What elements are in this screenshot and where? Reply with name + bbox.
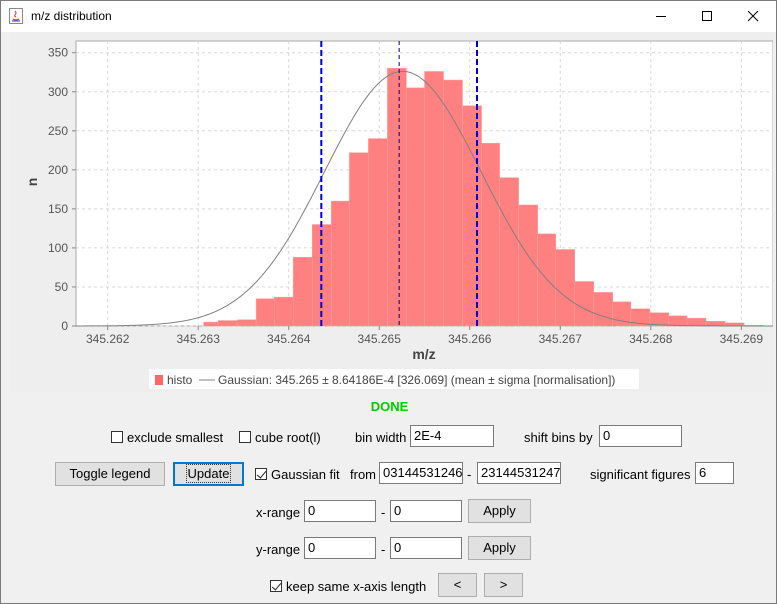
histogram-bar: [292, 257, 313, 327]
y-axis-label: n: [24, 178, 40, 187]
histogram-bar: [424, 71, 444, 327]
bin-width-label: bin width: [355, 430, 407, 445]
exclude-smallest-label: exclude smallest: [127, 430, 224, 445]
cube-root-label: cube root(l): [255, 430, 321, 445]
legend-box: [149, 369, 639, 389]
legend-gaussian-label: Gaussian: 345.265 ± 8.64186E-4 [326.069]…: [218, 373, 615, 387]
histogram-bar: [499, 177, 519, 327]
y-tick-label: 200: [48, 163, 68, 177]
title-bar: m/z distribution: [1, 1, 776, 32]
minimize-button[interactable]: [638, 1, 684, 32]
x-range-max-input[interactable]: 0: [390, 500, 462, 522]
y-tick-label: 100: [48, 241, 68, 255]
y-tick-label: 300: [48, 85, 68, 99]
java-app-icon: [9, 8, 23, 24]
y-tick-label: 250: [48, 124, 68, 138]
histogram-bar: [349, 152, 369, 327]
y-range-min-input[interactable]: 0: [304, 537, 376, 559]
window-title: m/z distribution: [31, 9, 112, 23]
update-button[interactable]: Update: [173, 462, 244, 486]
keep-same-x-label: keep same x-axis length: [286, 579, 427, 594]
histogram-bar: [593, 292, 614, 327]
y-range-apply-button[interactable]: Apply: [468, 536, 531, 560]
toggle-legend-button[interactable]: Toggle legend: [55, 462, 165, 486]
x-axis-ticks: 345.262 345.263 345.264 345.265 345.266 345.2…: [86, 326, 763, 346]
gaussian-fit-label: Gaussian fit: [271, 467, 340, 482]
x-tick-label: 345.262: [86, 332, 130, 346]
histogram-bars: [203, 68, 764, 327]
x-range-label: x-range: [256, 505, 301, 520]
x-range-min-input[interactable]: 0: [304, 500, 376, 522]
x-tick-label: 345.269: [720, 332, 764, 346]
gaussian-fit-checkbox[interactable]: [255, 468, 267, 480]
histogram-bar: [273, 296, 294, 327]
x-tick-label: 345.268: [629, 332, 673, 346]
x-range-apply-button[interactable]: Apply: [468, 499, 531, 523]
histogram-bar: [217, 320, 238, 327]
histogram-bar: [574, 281, 595, 327]
x-tick-label: 345.265: [358, 332, 402, 346]
marker-lines: [320, 41, 479, 326]
maximize-button[interactable]: [684, 1, 730, 32]
maximize-icon: [702, 11, 712, 21]
histogram-bar: [331, 200, 350, 327]
x-axis-label: m/z: [412, 346, 435, 362]
x-tick-label: 345.264: [267, 332, 311, 346]
y-tick-label: 350: [48, 46, 68, 60]
histogram-bar: [236, 319, 257, 327]
y-range-max-input[interactable]: 0: [390, 537, 462, 559]
histogram-bar: [481, 143, 500, 327]
histogram-bar: [462, 105, 482, 327]
close-icon: [748, 11, 759, 22]
gaussian-fit-line: [75, 70, 773, 327]
legend-histo-swatch: [155, 375, 163, 385]
y-axis-ticks: 0 50 100 150 200 250 300 350: [48, 46, 76, 333]
gaussian-curve: [75, 70, 773, 327]
histogram-bar: [406, 87, 425, 327]
histogram-bar: [668, 315, 688, 327]
histogram-bar: [255, 298, 275, 327]
y-tick-label: 50: [55, 280, 69, 294]
histogram-bar: [705, 321, 726, 327]
y-tick-label: 0: [61, 319, 68, 333]
bin-width-input[interactable]: 2E-4: [410, 425, 494, 447]
histogram-bar: [387, 68, 407, 327]
histogram-bar: [203, 321, 219, 327]
keep-same-x-checkbox[interactable]: [270, 580, 282, 592]
significant-figures-label: significant figures: [590, 467, 691, 482]
fit-from-input[interactable]: 03144531246: [379, 462, 463, 484]
shift-bins-label: shift bins by: [524, 430, 593, 445]
minimize-icon: [656, 16, 666, 17]
y-tick-label: 150: [48, 202, 68, 216]
x-tick-label: 345.263: [177, 332, 221, 346]
legend-histo-label: histo: [167, 373, 193, 387]
histogram-bar: [443, 79, 463, 327]
y-range-label: y-range: [256, 542, 301, 557]
histogram-bar: [537, 233, 557, 327]
legend: histo Gaussian: 345.265 ± 8.64186E-4 [32…: [149, 369, 639, 389]
exclude-smallest-checkbox[interactable]: [111, 431, 123, 443]
update-button-label: Update: [185, 464, 232, 483]
histogram-bar: [555, 249, 576, 327]
histogram-bar: [368, 138, 388, 327]
fit-range-dash: -: [467, 467, 472, 482]
status-text: DONE: [370, 399, 409, 414]
close-button[interactable]: [730, 1, 776, 32]
x-range-dash: -: [381, 505, 386, 520]
y-range-dash: -: [381, 542, 386, 557]
previous-button[interactable]: <: [438, 573, 477, 597]
significant-figures-input[interactable]: 6: [695, 462, 734, 484]
histogram-bar: [686, 317, 707, 327]
x-tick-label: 345.267: [539, 332, 583, 346]
shift-bins-input[interactable]: 0: [599, 425, 682, 447]
histogram-panel: 0 50 100 150 200 250 300 350 345.262 345.263 345.…: [11, 32, 773, 392]
next-button[interactable]: >: [484, 573, 523, 597]
from-label: from: [350, 467, 376, 482]
cube-root-checkbox[interactable]: [239, 431, 251, 443]
fit-to-input[interactable]: 23144531247: [477, 462, 561, 484]
x-tick-label: 345.266: [448, 332, 492, 346]
